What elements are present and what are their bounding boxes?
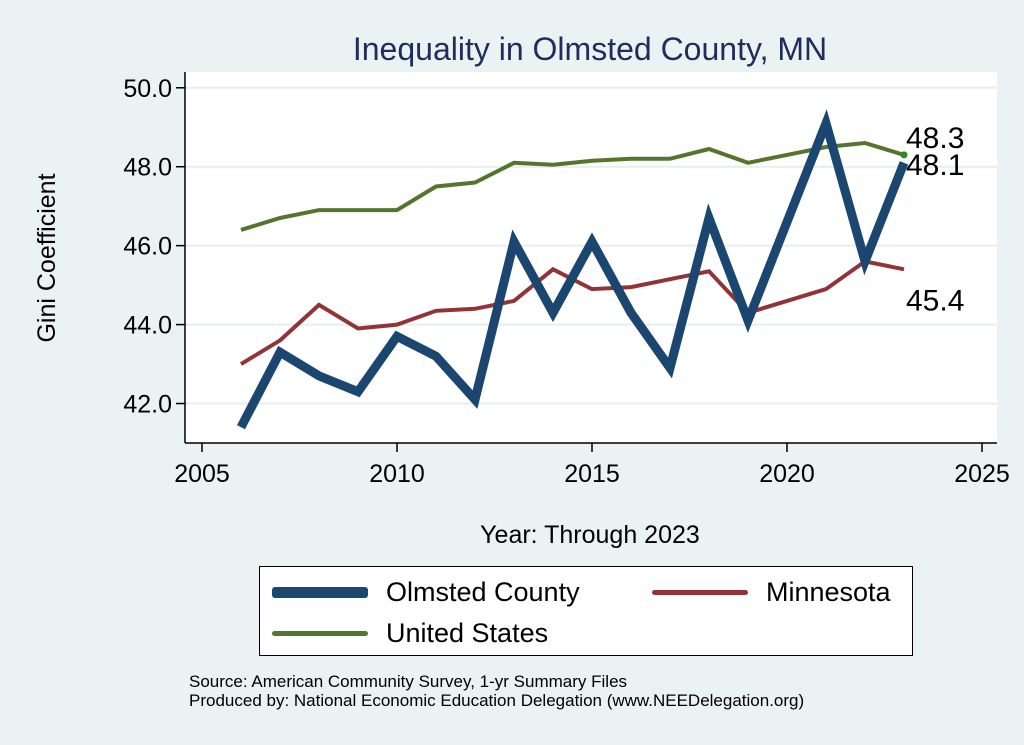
y-tick-label: 50.0 <box>123 75 172 103</box>
x-tick-label: 2020 <box>759 460 815 488</box>
legend-item-united-states: United States <box>272 618 548 649</box>
chart-title: Inequality in Olmsted County, MN <box>353 31 827 67</box>
x-tick-label: 2010 <box>369 460 425 488</box>
y-axis-ticks: 42.0 44.0 46.0 48.0 50.0 <box>123 75 185 419</box>
x-axis-title: Year: Through 2023 <box>480 521 700 549</box>
y-axis-title: Gini Coefficient <box>33 173 61 342</box>
y-tick-label: 48.0 <box>123 154 172 182</box>
end-labels: 48.1 45.4 48.3 <box>906 122 964 317</box>
y-tick-label: 46.0 <box>123 233 172 261</box>
legend-swatch-minnesota <box>652 590 748 595</box>
series-line-olmsted <box>237 109 909 430</box>
series-line-united-states <box>240 140 905 232</box>
legend-label-minnesota: Minnesota <box>766 577 891 607</box>
end-label-olmsted: 48.1 <box>906 149 964 182</box>
producer-line: Produced by: National Economic Education… <box>189 691 805 710</box>
x-tick-label: 2015 <box>564 460 620 488</box>
x-tick-label: 2025 <box>954 460 1010 488</box>
source-line: Source: American Community Survey, 1-yr … <box>189 672 628 691</box>
x-tick-label: 2005 <box>174 460 230 488</box>
source-note: Source: American Community Survey, 1-yr … <box>189 672 804 710</box>
legend-label-united-states: United States <box>386 618 549 648</box>
end-label-minnesota: 45.4 <box>906 284 964 317</box>
end-label-united-states: 48.3 <box>906 122 964 155</box>
plot-area <box>185 72 997 443</box>
x-axis-ticks: 2005 2010 2015 2020 2025 <box>174 443 1010 488</box>
legend-swatch-united-states <box>272 631 368 636</box>
series-lines <box>237 109 909 430</box>
y-tick-label: 42.0 <box>123 391 172 419</box>
y-tick-label: 44.0 <box>123 312 172 340</box>
legend-label-olmsted: Olmsted County <box>386 577 580 607</box>
legend-item-minnesota: Minnesota <box>652 577 891 608</box>
legend-swatch-olmsted <box>272 587 368 598</box>
legend: Olmsted County Minnesota United States <box>259 566 913 656</box>
series-end-point-united-states <box>900 151 908 159</box>
legend-item-olmsted: Olmsted County <box>272 577 580 608</box>
